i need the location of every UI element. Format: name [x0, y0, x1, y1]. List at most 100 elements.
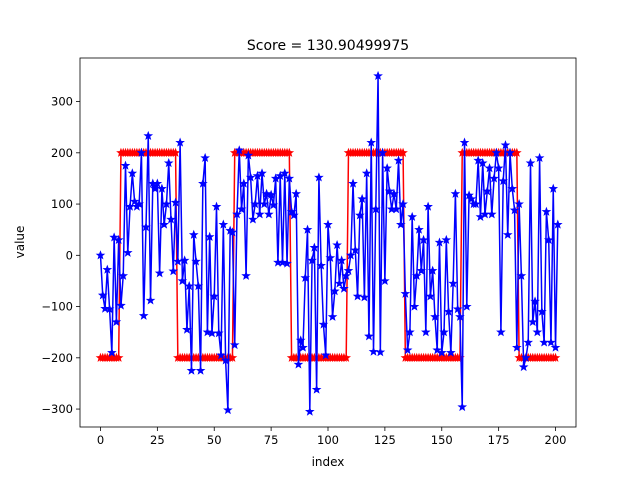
x-tick-label: 25 [150, 433, 165, 447]
data-point [118, 270, 129, 280]
data-point [314, 172, 324, 182]
data-point [282, 258, 292, 268]
data-point [248, 214, 258, 224]
y-tick-label: −300 [41, 402, 73, 416]
data-point [107, 347, 117, 357]
data-point [227, 352, 238, 362]
data-point [182, 324, 192, 334]
data-point [537, 306, 547, 316]
data-point [548, 183, 559, 193]
x-tick-label: 50 [207, 433, 222, 447]
data-point [157, 183, 167, 193]
data-point [423, 201, 433, 211]
data-point [316, 260, 326, 270]
data-point [466, 193, 477, 204]
data-point [264, 209, 274, 219]
data-point [398, 199, 408, 209]
data-point [268, 200, 279, 210]
data-point [532, 327, 543, 337]
data-point [402, 345, 413, 355]
data-point [259, 199, 270, 209]
x-tick-label: 175 [488, 433, 510, 447]
data-point [211, 201, 222, 211]
data-point [209, 291, 220, 301]
data-point [166, 214, 176, 224]
data-point [512, 342, 522, 352]
data-point [473, 155, 483, 165]
data-point [250, 199, 261, 209]
x-tick-label: 200 [545, 433, 567, 447]
data-point [521, 352, 531, 362]
data-point [175, 137, 185, 147]
data-point [116, 300, 126, 310]
data-point [370, 204, 381, 214]
data-point [377, 147, 388, 157]
data-point [446, 347, 456, 357]
data-point [450, 188, 461, 198]
data-point [113, 352, 124, 362]
data-point [163, 158, 174, 168]
data-point [345, 250, 356, 260]
data-point [97, 290, 108, 300]
data-point [195, 365, 206, 375]
data-point [327, 311, 338, 321]
series-2-line [99, 75, 559, 413]
data-point [414, 224, 424, 234]
data-point [229, 339, 240, 350]
data-point [484, 163, 495, 173]
data-point [505, 147, 515, 157]
data-point [541, 206, 552, 216]
data-point [325, 252, 336, 262]
data-point [425, 291, 436, 301]
data-point [154, 268, 165, 278]
data-point [389, 188, 399, 198]
data-point [95, 250, 106, 260]
data-point [443, 306, 454, 316]
axes-layer: 0 25 50 75 100 125 150 175 200 −300 −200 −100 0 100 20… [41, 57, 577, 447]
data-point [173, 256, 183, 266]
data-point [170, 147, 181, 157]
data-point [366, 137, 377, 147]
data-point [218, 219, 229, 229]
data-point [543, 234, 554, 245]
data-point [100, 303, 110, 313]
data-point [373, 70, 383, 81]
x-tick-label: 150 [431, 433, 453, 447]
data-point [279, 168, 290, 178]
x-tick-label: 125 [374, 433, 396, 447]
data-point [341, 270, 352, 280]
x-tick-label: 0 [97, 433, 104, 447]
series-layer [95, 70, 563, 416]
data-point [348, 178, 358, 188]
data-point [527, 316, 538, 327]
data-point [352, 291, 363, 301]
data-point [339, 283, 349, 293]
data-point [500, 140, 511, 150]
data-point [359, 292, 370, 302]
data-point [491, 147, 502, 157]
data-point [266, 189, 276, 199]
data-point [184, 281, 195, 291]
data-point [143, 130, 154, 140]
data-point [102, 264, 113, 274]
data-point [311, 384, 322, 394]
data-point [368, 346, 379, 356]
y-tick-label: 200 [51, 146, 73, 160]
data-point [493, 163, 504, 173]
data-point [336, 255, 347, 265]
data-point [434, 237, 445, 247]
data-point [550, 342, 561, 352]
data-point [441, 234, 452, 245]
data-point [391, 204, 402, 214]
data-point [186, 365, 197, 375]
data-point [334, 278, 345, 288]
data-point [364, 331, 374, 341]
data-point [257, 168, 267, 178]
data-point [550, 352, 561, 362]
x-tick-label: 75 [264, 433, 279, 447]
data-point [141, 222, 151, 232]
data-point [309, 242, 320, 252]
data-point [539, 337, 549, 347]
data-point [523, 337, 534, 347]
